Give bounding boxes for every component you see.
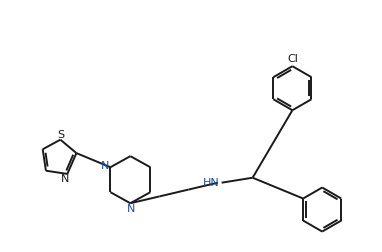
Text: N: N bbox=[61, 174, 70, 184]
Text: HN: HN bbox=[202, 178, 219, 188]
Text: N: N bbox=[100, 161, 109, 171]
Text: S: S bbox=[57, 130, 64, 140]
Text: Cl: Cl bbox=[287, 54, 298, 64]
Text: N: N bbox=[127, 204, 135, 214]
